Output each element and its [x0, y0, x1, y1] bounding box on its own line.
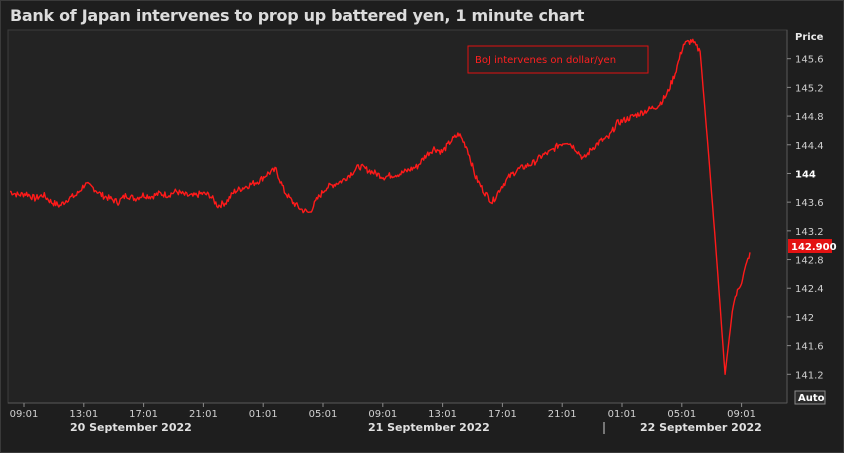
- x-tick-label: 05:01: [309, 409, 338, 420]
- x-axis-ticks: 09:01 13:01 17:01 21:01 01:01 05:01 09:01 13:01…: [10, 403, 756, 420]
- auto-button-label[interactable]: Auto: [798, 393, 825, 404]
- x-tick-label: 17:01: [488, 409, 517, 420]
- y-tick-label: 144.4: [795, 141, 824, 152]
- y-axis-ticks: 141.2 141.6 142 142.4 142.8 143.2 143.6 144 144.…: [787, 55, 824, 381]
- y-tick-label: 141.6: [795, 342, 824, 353]
- y-tick-label: 141.2: [795, 370, 824, 381]
- y-tick-label: 143.2: [795, 227, 824, 238]
- y-tick-label: 145.6: [795, 55, 824, 66]
- x-tick-label: 17:01: [129, 409, 158, 420]
- x-tick-label: 21:01: [548, 409, 577, 420]
- date-label: 21 September 2022: [368, 421, 490, 434]
- y-tick-label: 144: [795, 169, 816, 180]
- x-tick-label: 13:01: [428, 409, 457, 420]
- x-tick-label: 01:01: [608, 409, 637, 420]
- y-tick-label: 143.6: [795, 198, 824, 209]
- x-tick-label: 01:01: [249, 409, 278, 420]
- y-tick-label: 142: [795, 313, 814, 324]
- y-tick-label: 142.4: [795, 284, 824, 295]
- y-tick-label: 142.8: [795, 256, 824, 267]
- annotation-text: BoJ intervenes on dollar/yen: [475, 55, 616, 66]
- date-labels: 20 September 2022 21 September 2022 22 S…: [70, 421, 762, 434]
- x-tick-label: 09:01: [10, 409, 39, 420]
- last-price-marker: 142.900: [788, 239, 837, 253]
- price-header: Price: [795, 32, 824, 43]
- plot-area: [7, 29, 788, 404]
- x-tick-label: 13:01: [69, 409, 98, 420]
- last-price-label: 142.900: [791, 242, 837, 253]
- date-label: 20 September 2022: [70, 421, 192, 434]
- chart-title: Bank of Japan intervenes to prop up batt…: [10, 6, 585, 25]
- x-tick-label: 21:01: [189, 409, 218, 420]
- date-label: 22 September 2022: [640, 421, 762, 434]
- x-tick-label: 05:01: [667, 409, 696, 420]
- y-tick-label: 144.8: [795, 112, 824, 123]
- y-tick-label: 145.2: [795, 83, 824, 94]
- x-tick-label: 09:01: [727, 409, 756, 420]
- annotation-box: BoJ intervenes on dollar/yen: [467, 45, 649, 74]
- auto-scale-button[interactable]: Auto: [794, 390, 826, 405]
- auto-button-border[interactable]: [794, 390, 826, 405]
- x-tick-label: 09:01: [368, 409, 397, 420]
- series-line: [10, 38, 751, 375]
- last-price-box: [788, 239, 832, 253]
- annotation-border: [467, 45, 649, 74]
